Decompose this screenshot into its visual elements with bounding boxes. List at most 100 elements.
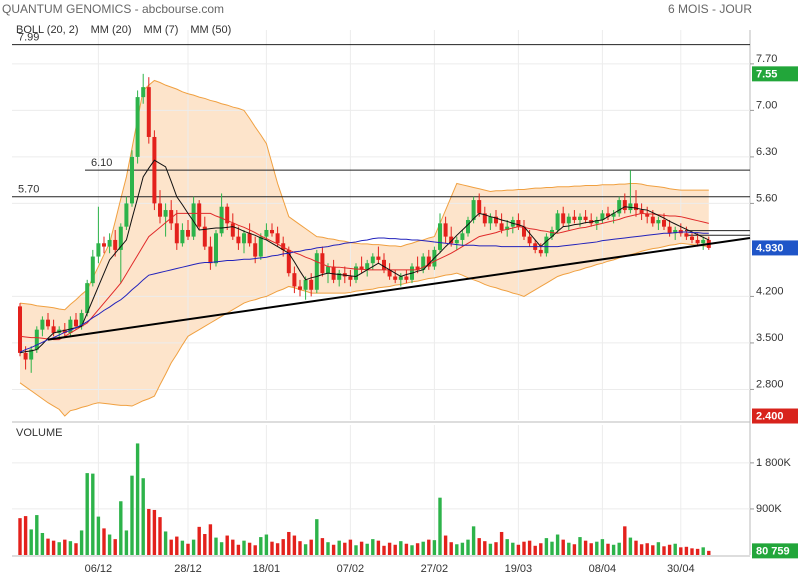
candle-body: [628, 203, 633, 211]
x-tick-label: 27/02: [421, 563, 449, 575]
volume-bar: [578, 537, 582, 555]
candle-body: [236, 236, 241, 244]
candle-body: [275, 233, 280, 244]
candle-body: [214, 233, 218, 264]
volume-bar: [561, 539, 565, 555]
volume-bar: [63, 539, 67, 555]
candle-body: [382, 259, 386, 270]
candle-body: [376, 256, 381, 260]
volume-bar: [130, 475, 134, 555]
candle-body: [320, 253, 325, 274]
candle-body: [499, 223, 504, 230]
candle-body: [174, 223, 179, 244]
candle-body: [438, 223, 442, 250]
candle-body: [113, 239, 118, 250]
volume-bar: [35, 515, 39, 555]
candle-body: [695, 239, 700, 244]
candle-body: [426, 256, 431, 267]
volume-bar: [511, 542, 515, 555]
candle-body: [488, 216, 493, 224]
candle-body: [622, 200, 627, 211]
volume-bar: [359, 541, 364, 555]
volume-bar: [135, 443, 140, 555]
candle-body: [662, 220, 666, 227]
volume-bar: [186, 543, 190, 555]
candle-body: [281, 243, 286, 250]
volume-bar: [404, 543, 409, 555]
volume-bar: [107, 534, 112, 555]
candle-body: [186, 229, 190, 237]
volume-bar: [583, 540, 588, 555]
volume-bar: [639, 544, 644, 555]
volume-bar: [684, 546, 689, 555]
volume-bar: [242, 540, 246, 555]
volume-bar: [247, 542, 252, 555]
candle-body: [387, 269, 392, 277]
x-tick-label: 08/04: [589, 563, 617, 575]
volume-bar: [197, 526, 201, 555]
volume-bar: [203, 534, 207, 555]
volume-bar: [651, 545, 655, 555]
volume-bar: [365, 543, 369, 555]
candle-body: [242, 233, 246, 244]
volume-bar: [415, 543, 420, 555]
candle-body: [18, 306, 22, 353]
volume-bar: [667, 544, 672, 555]
volume-bar: [259, 537, 263, 555]
volume-bar: [477, 538, 481, 555]
volume-bar: [236, 544, 241, 555]
moving-average: [19, 159, 710, 354]
candle-body: [516, 220, 521, 227]
candle-body: [96, 243, 101, 257]
candle-body: [600, 213, 605, 221]
volume-bar: [79, 530, 84, 555]
volume-bar: [544, 538, 549, 555]
y-tick-label: 7.00: [756, 99, 777, 111]
volume-bar: [102, 528, 106, 555]
candle-body: [303, 279, 308, 290]
candle-body: [701, 239, 706, 244]
candle-body: [146, 87, 151, 137]
candle-body: [594, 220, 599, 224]
candle-body: [634, 203, 638, 211]
volume-bar: [589, 543, 593, 555]
volume-bar: [471, 526, 476, 555]
volume-bar: [158, 517, 162, 555]
volume-bar: [348, 539, 353, 555]
volume-bar: [483, 541, 487, 555]
y-tick-label: 5.60: [756, 192, 777, 204]
volume-bar: [393, 544, 397, 555]
volume-bar: [119, 501, 123, 555]
candle-body: [611, 213, 616, 217]
candle-body: [527, 236, 532, 244]
legend-entry: BOLL (20, 2): [16, 24, 79, 36]
candle-body: [141, 87, 146, 98]
candle-body: [421, 256, 426, 270]
volume-bar: [208, 524, 213, 555]
volume-bar: [281, 539, 285, 555]
value-box-label: 80 759: [756, 545, 790, 557]
y-tick-label: 4.200: [756, 285, 784, 297]
value-box: [752, 240, 798, 256]
volume-bar: [701, 547, 705, 555]
candle-body: [454, 239, 459, 244]
candle-body: [85, 283, 90, 314]
volume-bar: [309, 539, 313, 555]
candle-body: [443, 223, 448, 237]
value-box-label: 4.930: [756, 242, 784, 254]
legend-entry: MM (20): [91, 24, 132, 36]
candle-body: [460, 233, 465, 240]
volume-bar: [371, 539, 375, 555]
volume-bar: [40, 532, 45, 555]
candle-body: [471, 200, 476, 221]
candle-body: [46, 319, 50, 327]
candle-body: [247, 233, 252, 244]
candle-body: [51, 326, 56, 333]
candle-body: [365, 263, 370, 270]
candle-body: [34, 329, 39, 350]
value-box-label: 2.400: [756, 410, 784, 422]
volume-bar: [303, 544, 308, 555]
volume-bar: [690, 548, 694, 555]
volume-bar: [449, 542, 453, 555]
volume-bar: [298, 541, 302, 555]
